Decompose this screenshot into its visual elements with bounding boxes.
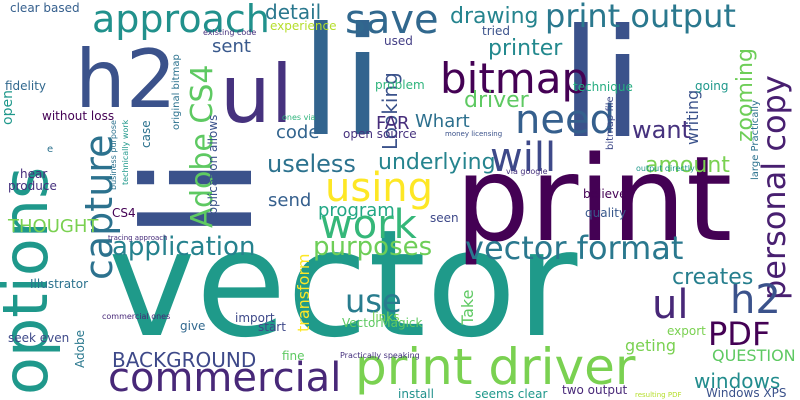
word-adobe: Adobe [73, 330, 87, 368]
word-printer: printer [488, 36, 563, 61]
word-tried: tried [482, 24, 510, 38]
word-whart: Whart [415, 111, 470, 132]
word-commercial: commercial [108, 355, 342, 400]
word-ul: ul [220, 48, 293, 141]
word-problem: problem [375, 78, 425, 92]
word-export: export [667, 324, 706, 338]
word-windows: windows [694, 369, 781, 393]
word-links: links [372, 310, 400, 324]
word-application-allows: application allows [206, 114, 220, 222]
word-bitmap: bitmap [440, 54, 589, 103]
word-using: using [325, 165, 434, 211]
word-code: code [276, 122, 320, 143]
word-far: FAR [376, 113, 410, 134]
word-windows-xps: Windows XPS [706, 386, 787, 400]
word-background: BACKGROUND [112, 348, 257, 372]
word-ones-via: ones via [282, 113, 316, 122]
word-geting: geting [625, 336, 677, 355]
word-li: li [300, 0, 384, 170]
word-li: li [560, 0, 644, 172]
word-approach: approach [92, 0, 270, 41]
word-want: want [632, 116, 691, 144]
word-h2: h2 [730, 277, 781, 323]
word-sent: sent [212, 36, 251, 57]
word-thought: THOUGHT [8, 216, 99, 237]
word-writing: writing [683, 89, 702, 145]
word-two-output: two output [562, 383, 628, 397]
word-save: save [345, 0, 439, 43]
word-money-licensing: money licensing [445, 130, 503, 138]
word-tracing-approach: tracing approach [108, 234, 168, 242]
word-question: QUESTION [712, 346, 796, 365]
word-creates: creates [672, 265, 754, 290]
word-without-loss: without loss [42, 109, 115, 123]
word-program: program [318, 200, 395, 221]
word-business-purpose: business purpose [109, 120, 118, 190]
word-original-bitmap: original bitmap [171, 54, 182, 130]
word-illustrator: Illustrator [30, 277, 89, 291]
word-work: work [320, 202, 417, 248]
word-large-practically: large Practically [750, 100, 761, 180]
word-print-driver: print driver [355, 338, 636, 396]
word-print: print [455, 130, 733, 268]
word-via-google: via google [506, 167, 548, 176]
word-send: send [268, 190, 312, 211]
word-print-output: print output [545, 0, 736, 35]
word-seen: seen [430, 211, 459, 225]
word-bitmap-file: bitmap file [605, 96, 616, 150]
word-drawing: drawing [450, 4, 539, 29]
word-give: give [180, 319, 206, 333]
word-cs4: CS4 [112, 206, 136, 220]
word-technically-work: technically work [121, 119, 130, 185]
word-open: open [0, 90, 16, 125]
word-vector-format: vector format [465, 229, 684, 267]
word-underlying: underlying [378, 150, 496, 175]
word-produce: produce [8, 179, 57, 193]
word-transform: transform [294, 253, 313, 332]
word-vectormagick: VectorMagick [342, 316, 423, 330]
word-experience: experience [270, 19, 337, 33]
word-detail: detail [265, 0, 322, 24]
word-quality: quality [585, 206, 627, 220]
word-start: start [258, 320, 286, 334]
word-going: going [695, 79, 729, 93]
word-need: need [515, 97, 615, 143]
word-pdf: PDF [708, 315, 771, 353]
word-believe: believe [583, 187, 627, 201]
word-personal-copy: personal copy [755, 75, 793, 300]
word-fine: fine [282, 349, 305, 363]
word-e: e [47, 144, 54, 155]
word-technique: technique [573, 80, 633, 94]
word-vector: vector [108, 198, 578, 370]
word-commercial-ones: commercial ones [102, 312, 171, 321]
word-import: import [235, 311, 275, 325]
word-install: install [398, 387, 434, 400]
word-used: used [384, 34, 413, 48]
word-will: will [490, 135, 557, 181]
word-output-directly: output directly [636, 164, 695, 173]
word-application: application [112, 232, 256, 262]
word-useless: useless [267, 150, 356, 178]
word-h2: h2 [75, 33, 177, 126]
word-practically-speaking: Practically speaking [340, 351, 420, 360]
word-purposes: purposes [313, 232, 433, 262]
word-amount: amount [645, 153, 730, 178]
word-ul: ul [652, 282, 689, 328]
word-hear: hear [20, 167, 48, 181]
word-case: case [139, 120, 153, 148]
word-seek-even: seek even [8, 331, 70, 345]
word-open-source: open source [343, 127, 417, 141]
word-use: use [345, 282, 402, 320]
word-existing-code: existing code [203, 28, 257, 37]
word-driver: driver [464, 88, 529, 113]
word-clear-based: clear based [10, 1, 80, 15]
word-seems-clear: seems clear [475, 387, 548, 400]
word-fidelity: fidelity [5, 79, 47, 93]
word-resulting-pdf: resulting PDF [635, 391, 682, 399]
word-take: Take [458, 289, 477, 325]
